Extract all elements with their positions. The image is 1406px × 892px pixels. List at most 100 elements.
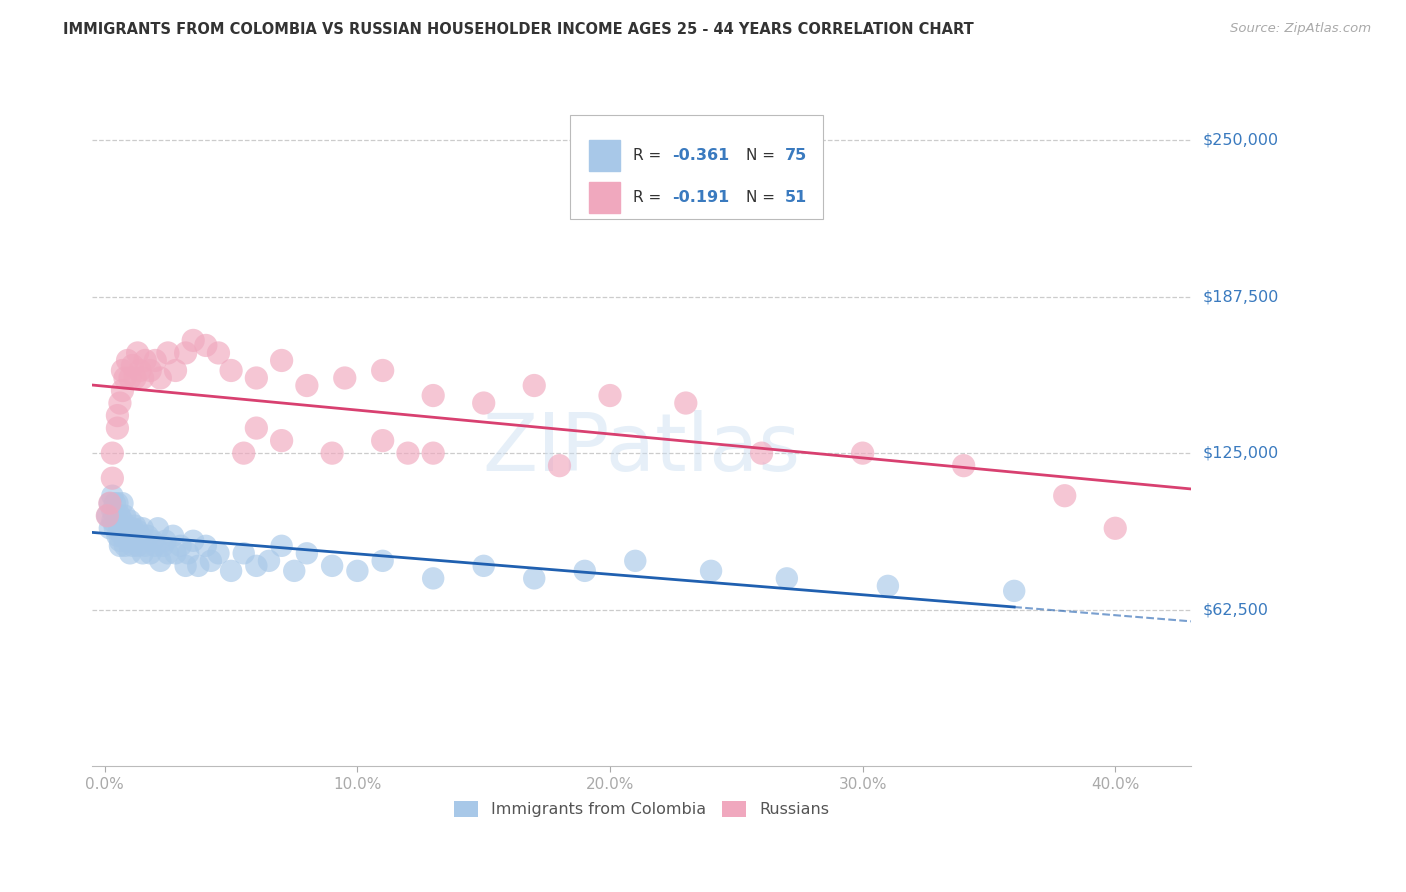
Point xyxy=(877,579,900,593)
Point xyxy=(129,363,152,377)
Point xyxy=(124,371,146,385)
Point xyxy=(852,446,875,460)
Point xyxy=(111,496,134,510)
Point xyxy=(104,521,127,535)
Text: -0.361: -0.361 xyxy=(672,148,730,163)
Point xyxy=(472,558,495,573)
Point xyxy=(114,371,136,385)
Point xyxy=(1002,583,1025,598)
Point xyxy=(104,508,127,523)
Point xyxy=(194,539,217,553)
Point xyxy=(107,514,129,528)
Point xyxy=(107,529,129,543)
Point xyxy=(101,504,124,518)
Point xyxy=(118,371,141,385)
Point xyxy=(131,546,153,560)
Point xyxy=(270,353,292,368)
Text: $250,000: $250,000 xyxy=(1202,133,1278,147)
Point xyxy=(118,514,141,528)
Point xyxy=(422,571,444,585)
Point xyxy=(1053,489,1076,503)
Point xyxy=(321,446,343,460)
Text: $187,500: $187,500 xyxy=(1202,289,1278,304)
Point xyxy=(165,546,187,560)
Text: $62,500: $62,500 xyxy=(1202,602,1268,617)
Point xyxy=(472,396,495,410)
Point xyxy=(156,346,179,360)
Point xyxy=(270,539,292,553)
Point xyxy=(108,521,131,535)
Point xyxy=(200,554,222,568)
Point xyxy=(1104,521,1126,535)
Point xyxy=(114,521,136,535)
Point xyxy=(107,409,129,423)
Point xyxy=(187,558,209,573)
Text: Source: ZipAtlas.com: Source: ZipAtlas.com xyxy=(1230,22,1371,36)
Point xyxy=(98,521,121,535)
Point xyxy=(207,546,229,560)
Point xyxy=(96,508,118,523)
Point xyxy=(245,558,267,573)
Point xyxy=(117,353,139,368)
Point xyxy=(295,546,318,560)
Point xyxy=(624,554,647,568)
Point xyxy=(124,518,146,533)
Point xyxy=(548,458,571,473)
Point xyxy=(121,521,143,535)
Point xyxy=(422,446,444,460)
Point xyxy=(134,353,156,368)
Point xyxy=(107,421,129,435)
Point xyxy=(181,533,204,548)
Bar xyxy=(589,140,620,171)
Point xyxy=(134,539,156,553)
Point xyxy=(371,363,394,377)
Point xyxy=(143,353,166,368)
Point xyxy=(599,388,621,402)
Point xyxy=(574,564,596,578)
Point xyxy=(422,388,444,402)
Point xyxy=(108,508,131,523)
Point xyxy=(776,571,799,585)
Point xyxy=(108,533,131,548)
Point xyxy=(165,363,187,377)
Point xyxy=(751,446,773,460)
Point xyxy=(114,508,136,523)
Point xyxy=(136,529,159,543)
Point xyxy=(131,371,153,385)
Point xyxy=(346,564,368,578)
Point xyxy=(207,346,229,360)
Point xyxy=(333,371,356,385)
Text: -0.191: -0.191 xyxy=(672,190,730,205)
Point xyxy=(270,434,292,448)
Point xyxy=(124,533,146,548)
Point xyxy=(127,539,149,553)
Text: R =: R = xyxy=(633,148,666,163)
Point xyxy=(219,564,242,578)
Text: 51: 51 xyxy=(785,190,807,205)
FancyBboxPatch shape xyxy=(571,115,823,219)
Bar xyxy=(589,182,620,213)
Point xyxy=(952,458,974,473)
Point xyxy=(127,524,149,538)
Point xyxy=(155,533,177,548)
Legend: Immigrants from Colombia, Russians: Immigrants from Colombia, Russians xyxy=(449,794,835,823)
Point xyxy=(114,539,136,553)
Point xyxy=(174,346,197,360)
Text: IMMIGRANTS FROM COLOMBIA VS RUSSIAN HOUSEHOLDER INCOME AGES 25 - 44 YEARS CORREL: IMMIGRANTS FROM COLOMBIA VS RUSSIAN HOUS… xyxy=(63,22,974,37)
Point xyxy=(129,529,152,543)
Point xyxy=(142,533,165,548)
Point xyxy=(321,558,343,573)
Text: N =: N = xyxy=(747,148,780,163)
Point xyxy=(111,514,134,528)
Point xyxy=(232,546,254,560)
Point xyxy=(371,554,394,568)
Point xyxy=(108,396,131,410)
Point xyxy=(111,529,134,543)
Point xyxy=(245,371,267,385)
Point xyxy=(117,521,139,535)
Point xyxy=(149,371,172,385)
Text: $125,000: $125,000 xyxy=(1202,446,1278,460)
Point xyxy=(127,346,149,360)
Point xyxy=(156,546,179,560)
Point xyxy=(107,496,129,510)
